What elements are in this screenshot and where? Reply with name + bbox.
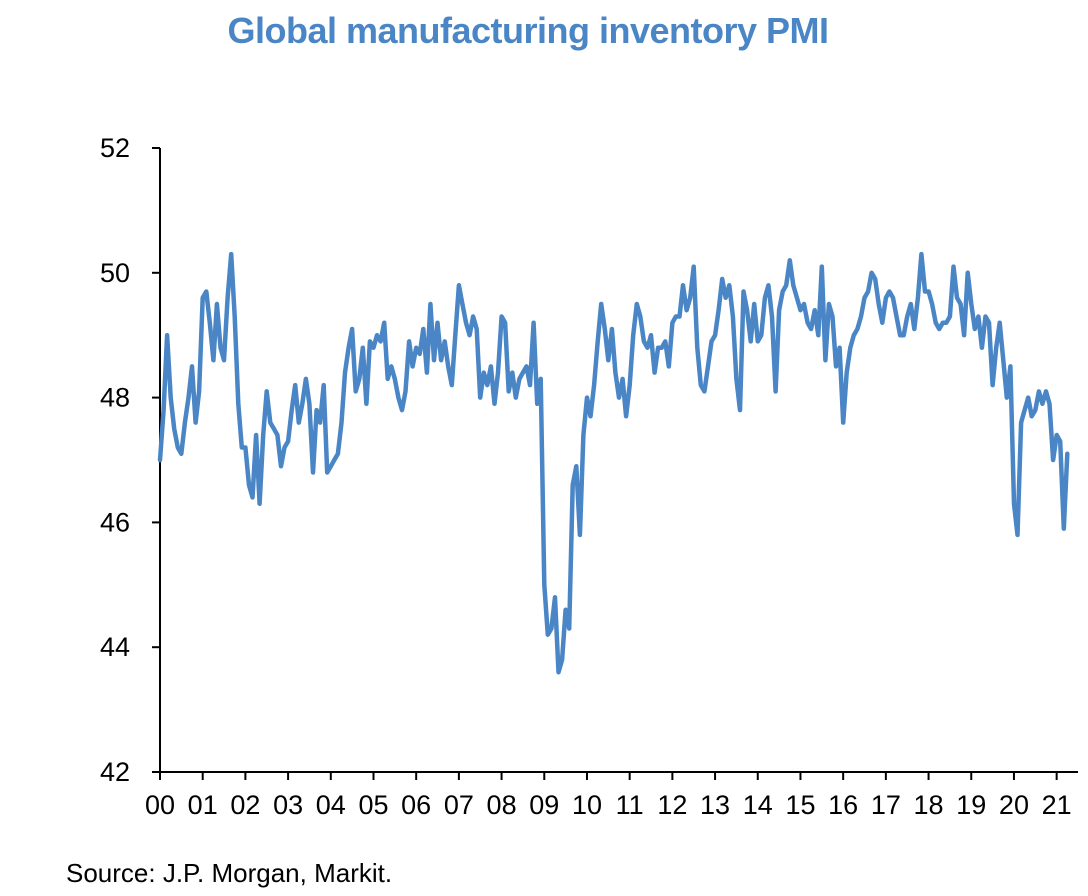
x-tick-label: 03	[273, 790, 303, 820]
x-tick-label: 09	[529, 790, 559, 820]
x-tick-label: 00	[145, 790, 175, 820]
y-tick-label: 50	[100, 258, 130, 288]
x-tick-label: 14	[743, 790, 773, 820]
x-tick-label: 15	[785, 790, 815, 820]
x-tick-label: 10	[572, 790, 602, 820]
x-tick-label: 13	[700, 790, 730, 820]
x-tick-label: 17	[871, 790, 901, 820]
x-tick-label: 18	[914, 790, 944, 820]
x-tick-label: 20	[999, 790, 1029, 820]
x-tick-label: 02	[230, 790, 260, 820]
x-tick-label: 06	[401, 790, 431, 820]
x-tick-label: 01	[188, 790, 218, 820]
x-tick-label: 07	[444, 790, 474, 820]
y-tick-label: 52	[100, 133, 130, 163]
chart-title: Global manufacturing inventory PMI	[227, 10, 829, 51]
x-tick-label: 12	[657, 790, 687, 820]
y-tick-label: 48	[100, 383, 130, 413]
x-axis: 00 01 02 03 04 05 06 07 08 09 10 11 12 13 14 15 16 17 18 19…	[145, 771, 1078, 820]
y-tick-label: 44	[100, 632, 130, 662]
x-tick-label: 21	[1042, 790, 1072, 820]
series-group	[157, 251, 1070, 675]
source-note: Source: J.P. Morgan, Markit.	[66, 858, 393, 888]
x-tick-label: 05	[358, 790, 388, 820]
x-tick-label: 19	[956, 790, 986, 820]
x-tick-label: 11	[616, 790, 644, 820]
y-axis: 42 44 46 48 50 52	[100, 133, 161, 787]
series-line	[157, 251, 1070, 675]
x-tick-label: 04	[316, 790, 346, 820]
x-tick-label: 08	[487, 790, 517, 820]
x-tick-label: 16	[828, 790, 858, 820]
y-tick-label: 42	[100, 757, 130, 787]
y-tick-label: 46	[100, 507, 130, 537]
